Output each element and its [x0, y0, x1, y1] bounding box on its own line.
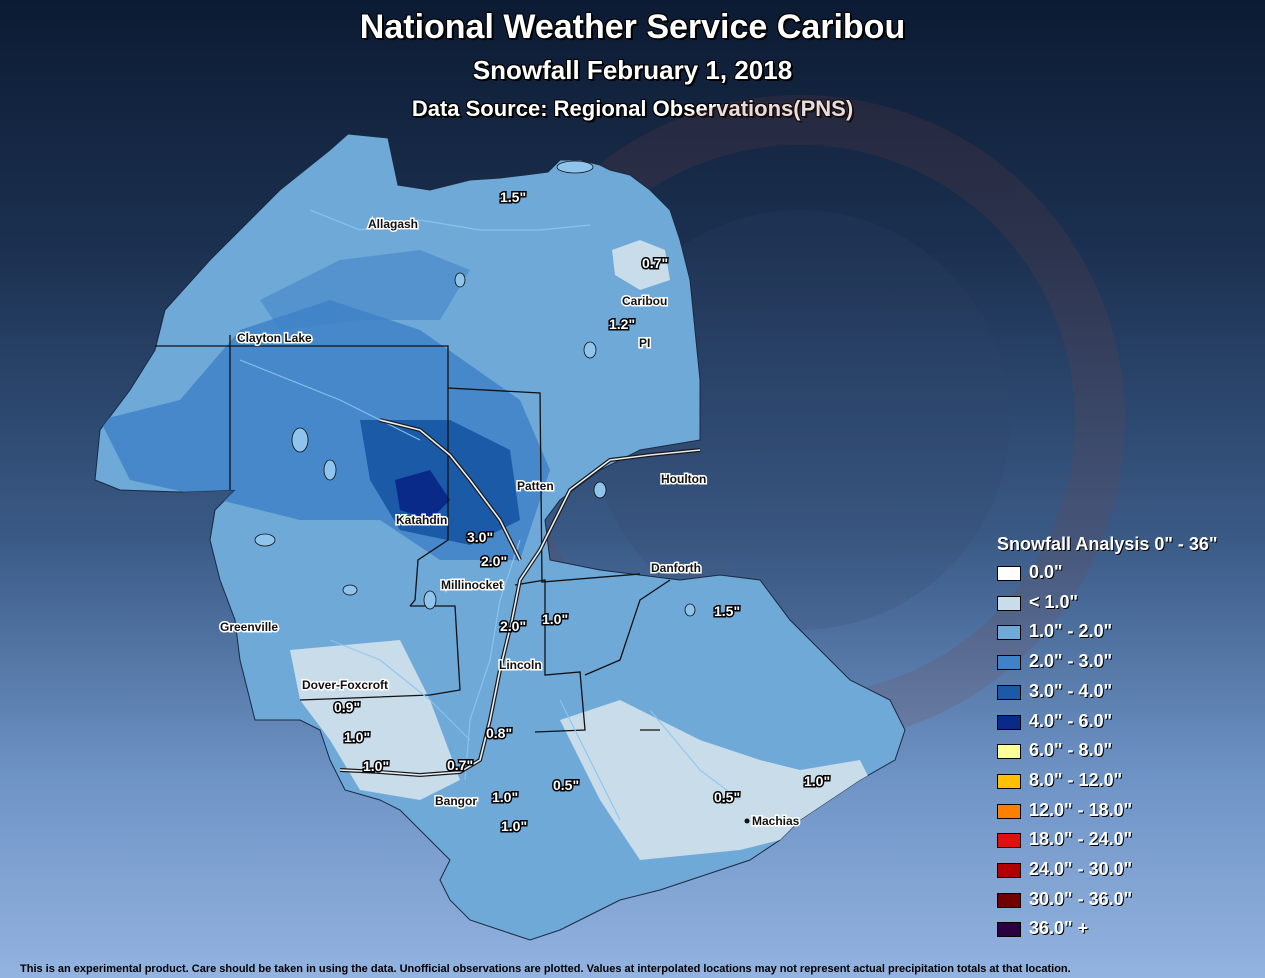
legend-swatch — [997, 892, 1021, 908]
lakes — [254, 160, 696, 617]
legend-title: Snowfall Analysis 0" - 36" — [997, 534, 1218, 554]
legend-label: 8.0" - 12.0" — [1029, 769, 1123, 790]
obs-11: 1.0" — [363, 758, 389, 774]
legend-label: 3.0" - 4.0" — [1029, 680, 1113, 701]
city-labels: Allagash Caribou PI Clayton Lake Patten … — [219, 216, 802, 830]
obs-4: 3.0" — [467, 529, 493, 545]
obs-15: 0.5" — [553, 777, 579, 793]
roads-core — [339, 419, 701, 776]
label-lincoln: Lincoln — [499, 658, 542, 672]
obs-3: 1.2" — [609, 316, 635, 332]
obs-12: 0.8" — [486, 725, 512, 741]
legend-swatch — [997, 744, 1021, 760]
map-subtitle: Snowfall February 1, 2018 — [472, 55, 793, 85]
obs-9: 0.9" — [334, 699, 360, 715]
label-pi: PI — [639, 336, 650, 350]
legend-label: 12.0" - 18.0" — [1029, 799, 1133, 820]
legend-label: 4.0" - 6.0" — [1029, 710, 1113, 731]
observation-labels: 1.5" 0.7" 1.2" 3.0" 2.0" 1.0" 2.0" 1.5" … — [333, 188, 832, 836]
legend-swatch — [997, 655, 1021, 671]
legend-label: 36.0" + — [1029, 918, 1089, 939]
obs-10: 1.0" — [344, 729, 370, 745]
label-bangor: Bangor — [435, 794, 477, 808]
label-clayton-lake: Clayton Lake — [237, 331, 312, 345]
obs-2: 0.7" — [642, 255, 668, 271]
label-millinocket: Millinocket — [441, 578, 503, 592]
legend-swatch — [997, 833, 1021, 849]
legend-label: 18.0" - 24.0" — [1029, 829, 1133, 850]
legend-label: 0.0" — [1029, 562, 1063, 582]
obs-14: 1.0" — [492, 789, 518, 805]
legend-swatch — [997, 863, 1021, 878]
obs-7: 2.0" — [500, 618, 526, 634]
obs-16: 1.0" — [501, 818, 527, 834]
label-dover-foxcroft: Dover-Foxcroft — [302, 678, 388, 692]
legend-swatch — [997, 714, 1021, 730]
label-allagash: Allagash — [368, 217, 418, 231]
map-title: National Weather Service Caribou — [359, 8, 906, 46]
legend-swatch — [997, 625, 1021, 641]
legend-swatch — [997, 922, 1021, 938]
legend-swatch — [997, 803, 1021, 819]
legend-label: 24.0" - 30.0" — [1029, 859, 1133, 879]
obs-1: 1.5" — [500, 189, 526, 205]
label-katahdin: Katahdin — [396, 513, 447, 527]
obs-13: 0.7" — [447, 757, 473, 773]
label-danforth: Danforth — [651, 561, 701, 575]
data-source: Data Source: Regional Observations(PNS) — [411, 96, 854, 121]
legend-label: 1.0" - 2.0" — [1029, 621, 1113, 642]
obs-17: 0.5" — [714, 789, 740, 805]
label-caribou: Caribou — [622, 294, 667, 308]
obs-8: 1.5" — [714, 603, 740, 619]
obs-5: 2.0" — [481, 553, 507, 569]
county-boundaries — [155, 335, 671, 733]
snowfall-shading — [100, 240, 880, 860]
rivers — [239, 209, 741, 821]
legend-swatch — [997, 773, 1021, 789]
obs-18: 1.0" — [804, 773, 830, 789]
label-patten: Patten — [517, 479, 554, 493]
legend-label: < 1.0" — [1029, 591, 1079, 612]
label-greenville: Greenville — [220, 620, 278, 634]
label-machias: Machias — [752, 814, 800, 828]
legend-swatch — [997, 684, 1021, 700]
legend-label: 2.0" - 3.0" — [1029, 651, 1113, 672]
disclaimer: This is an experimental product. Care sh… — [20, 963, 1071, 975]
obs-6: 1.0" — [542, 611, 568, 627]
machias-marker — [744, 818, 750, 824]
legend-swatch — [997, 566, 1021, 581]
legend-label: 30.0" - 36.0" — [1029, 888, 1133, 909]
legend-label: 6.0" - 8.0" — [1029, 740, 1113, 761]
label-houlton: Houlton — [661, 472, 706, 486]
legend-swatch — [997, 595, 1021, 611]
